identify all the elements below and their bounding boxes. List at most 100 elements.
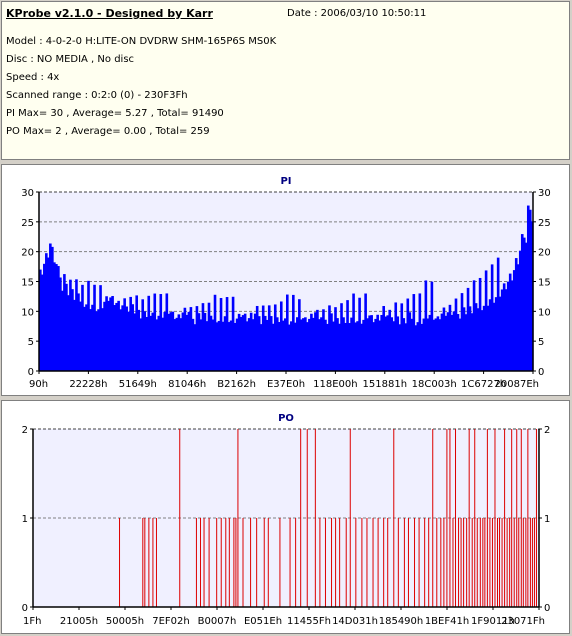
pi-bar <box>253 313 257 371</box>
pi-ytick-label-left-20: 20 <box>21 248 34 259</box>
pi-bar <box>528 209 532 371</box>
pi-bar <box>61 290 64 371</box>
pi-bar <box>269 316 273 371</box>
po-ytick-label-left-1: 1 <box>22 514 28 525</box>
pi-bar <box>43 263 46 371</box>
po-xtick-label-7: 14D031h <box>332 616 378 627</box>
pi-bar <box>404 323 408 371</box>
pi-bar <box>292 294 295 371</box>
pi-bar <box>199 319 203 371</box>
disc-info: Disc : NO MEDIA , No disc <box>6 54 135 65</box>
pi-bar <box>133 313 136 371</box>
pi-bar <box>286 294 289 371</box>
pi-bar <box>217 320 221 371</box>
po-ytick-label-right-2: 2 <box>544 425 550 436</box>
pi-xtick-label-9: 1C6727h <box>461 379 506 390</box>
pi-bar <box>342 317 345 371</box>
po-xtick-label-11: 23071Fh <box>501 616 545 627</box>
pi-bar <box>237 313 241 371</box>
pi-bar <box>47 257 50 371</box>
pi-bar <box>300 319 303 371</box>
pi-bar <box>227 322 231 371</box>
pi-bar <box>283 318 287 371</box>
pi-bar <box>271 323 275 371</box>
pi-bar <box>418 293 422 371</box>
pi-bar <box>328 305 331 371</box>
pi-bar <box>175 317 179 371</box>
pi-bar <box>191 318 195 371</box>
pi-bar <box>99 285 102 371</box>
pi-bar <box>113 305 116 371</box>
pi-bar <box>500 289 504 371</box>
pi-bar <box>139 318 143 371</box>
pi-bar <box>474 303 478 371</box>
pi-bar <box>179 318 183 371</box>
pi-bar <box>340 303 343 371</box>
pi-ytick-label-left-0: 0 <box>28 367 34 378</box>
pi-bar <box>153 293 157 371</box>
pi-bar <box>103 301 106 371</box>
pi-bar <box>207 302 211 371</box>
pi-bar <box>478 277 482 371</box>
pi-bar <box>59 277 62 371</box>
po-summary: PO Max= 2 , Average= 0.00 , Total= 259 <box>6 126 210 137</box>
pi-bar <box>273 304 277 371</box>
po-ytick-label-left-0: 0 <box>22 603 28 614</box>
pi-ytick-label-left-25: 25 <box>21 218 34 229</box>
pi-bar <box>464 314 468 371</box>
pi-bar <box>390 317 394 371</box>
pi-bar <box>177 314 181 371</box>
pi-bar <box>498 296 502 371</box>
pi-bar <box>221 321 225 371</box>
po-ytick-label-right-1: 1 <box>544 514 550 525</box>
pi-bar <box>434 318 438 371</box>
pi-bar <box>308 318 311 371</box>
pi-bar <box>135 295 138 371</box>
po-xtick-label-0: 1Fh <box>23 616 41 627</box>
pi-bar <box>155 319 159 371</box>
pi-bar <box>245 321 249 371</box>
pi-bar <box>117 300 120 371</box>
pi-bar <box>452 311 456 371</box>
pi-bar <box>53 262 56 371</box>
pi-bar <box>296 317 299 371</box>
pi-bar <box>247 318 251 371</box>
pi-bar <box>77 293 80 371</box>
pi-bar <box>263 315 267 371</box>
pi-bar <box>466 287 470 371</box>
pi-bar <box>129 296 132 371</box>
po-chart-panel: PO 0 0 1 1 2 2 1Fh 21005h 50005h 7EF02h B0007h E051E… <box>1 400 570 634</box>
pi-bar <box>438 319 442 371</box>
pi-ytick-label-right-25: 25 <box>538 218 551 229</box>
pi-bar <box>356 321 359 371</box>
pi-bar <box>480 310 484 371</box>
pi-bar <box>185 314 189 371</box>
pi-bar <box>213 294 217 371</box>
pi-bar <box>406 298 410 371</box>
pi-ytick-label-right-20: 20 <box>538 248 551 259</box>
pi-bar <box>235 318 239 371</box>
pi-bar <box>257 316 261 371</box>
pi-bar <box>372 322 375 371</box>
pi-bar <box>414 325 418 371</box>
pi-bar <box>312 317 315 371</box>
pi-bar <box>462 307 466 371</box>
pi-bar <box>460 293 464 371</box>
pi-bar <box>89 309 92 371</box>
pi-ytick-label-left-5: 5 <box>28 337 34 348</box>
pi-bar <box>97 309 100 371</box>
pi-bar <box>109 297 112 371</box>
pi-bar <box>362 319 365 371</box>
pi-xtick-label-7: 151881h <box>363 379 408 390</box>
pi-bar <box>424 280 428 371</box>
pi-xtick-label-1: 22228h <box>69 379 107 390</box>
pi-bar <box>219 298 223 371</box>
pi-bar <box>107 300 110 371</box>
pi-ytick-label-right-5: 5 <box>538 337 544 348</box>
pi-bar <box>137 309 141 371</box>
pi-bar <box>360 323 363 371</box>
pi-ytick-label-left-10: 10 <box>21 307 34 318</box>
pi-ytick-label-right-15: 15 <box>538 278 551 289</box>
pi-bar <box>63 274 66 371</box>
pi-bar <box>197 313 201 371</box>
